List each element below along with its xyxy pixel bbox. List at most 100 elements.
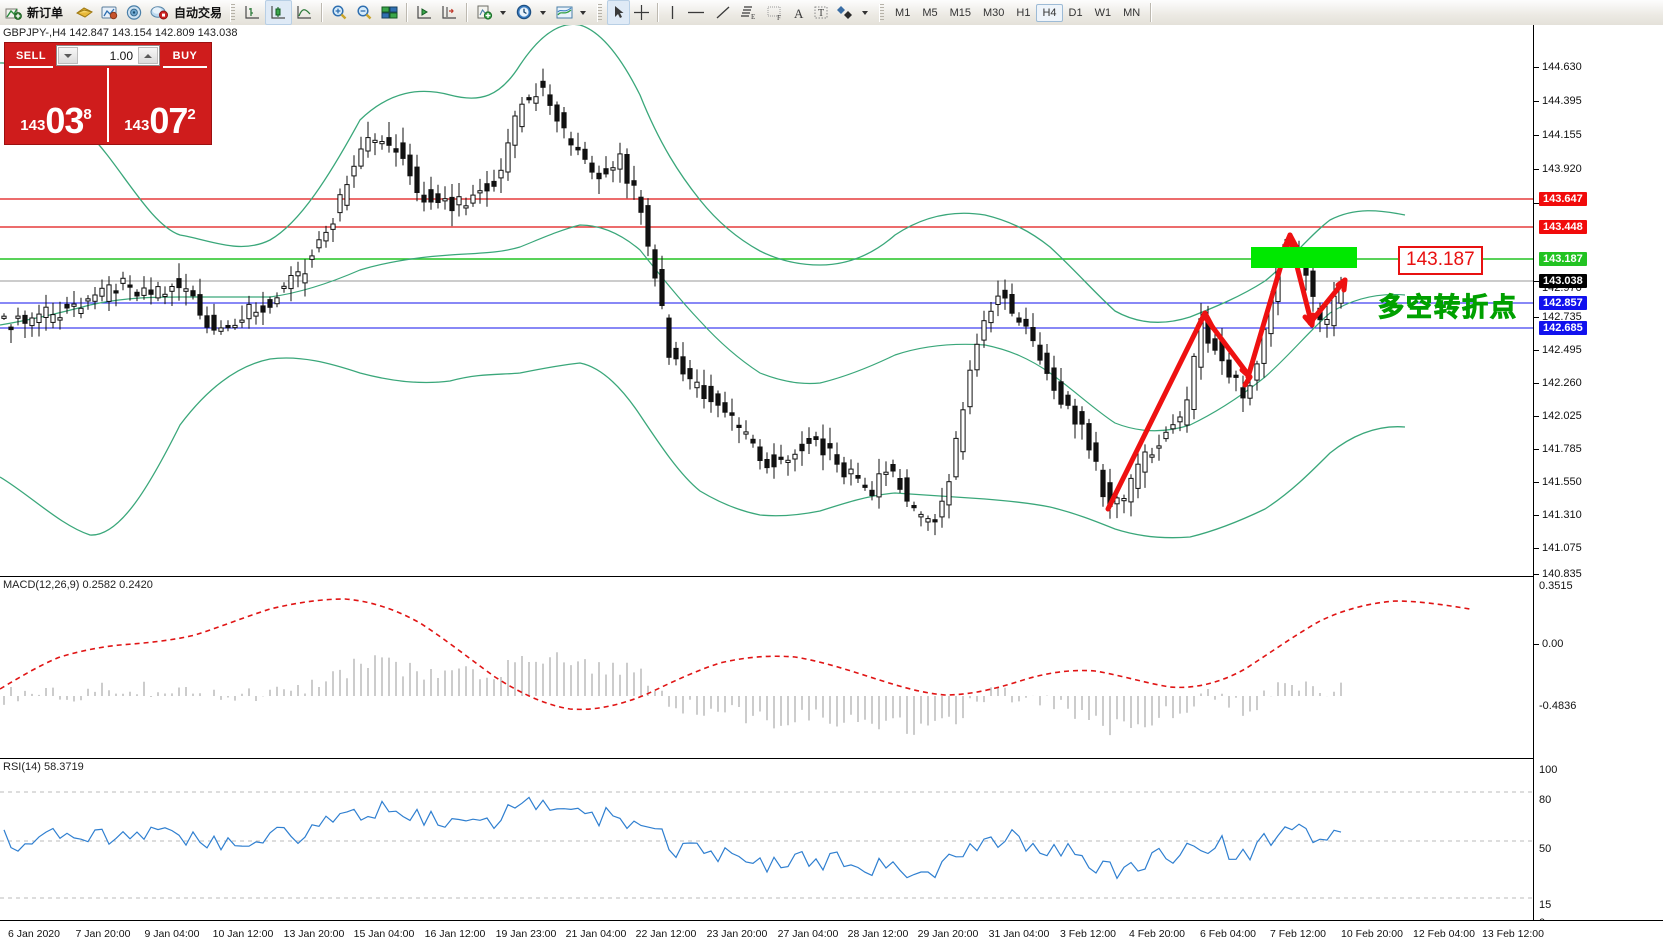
sell-price-display[interactable]: 143 03 8 [5, 68, 107, 142]
auto-trading-icon [150, 4, 169, 21]
new-order-button[interactable]: 新订单 [2, 1, 66, 24]
auto-trading-button[interactable]: 自动交易 [147, 1, 225, 24]
axis-tick [1534, 515, 1539, 516]
tile-windows-icon [380, 4, 399, 21]
timeframe-m15[interactable]: M15 [949, 6, 971, 19]
timeframe-h1[interactable]: H1 [1016, 6, 1031, 19]
text-label-button[interactable]: T [809, 1, 833, 24]
add-indicator-dropdown-icon[interactable] [500, 10, 507, 15]
axis-tag-support-1[interactable]: 142.857 [1539, 296, 1587, 310]
bar-chart-button[interactable] [240, 1, 265, 24]
svg-text:T: T [818, 8, 824, 19]
timeframe-m1[interactable]: M1 [895, 6, 911, 19]
text-label-icon: T [812, 4, 830, 21]
crosshair-button[interactable] [630, 1, 653, 24]
one-click-trading-panel[interactable]: SELL 1.00 BUY 143 03 8 143 07 2 [4, 42, 212, 145]
toolbar-grip-1[interactable] [230, 3, 236, 22]
volume-value[interactable]: 1.00 [79, 46, 137, 65]
axis-tag-resistance-2[interactable]: 143.448 [1539, 220, 1587, 234]
sell-price-fraction: 8 [83, 106, 92, 123]
expert-advisors-icon [75, 4, 94, 21]
volume-increase-button[interactable] [138, 47, 158, 64]
price-axis[interactable]: 144.630 144.395 144.155 143.920 143.685 … [1533, 25, 1663, 929]
time-axis[interactable]: 6 Jan 2020 7 Jan 20:00 9 Jan 04:00 10 Ja… [0, 920, 1663, 948]
tile-windows-button[interactable] [377, 1, 402, 24]
zoom-out-button[interactable] [352, 1, 377, 24]
sell-price-big-figure: 143 [20, 117, 46, 134]
axis-label-rsi: 100 [1539, 764, 1558, 776]
axis-tick [1534, 67, 1539, 68]
period-dropdown-icon[interactable] [540, 10, 547, 15]
rsi-pane[interactable]: RSI(14) 58.3719 [0, 758, 1533, 922]
svg-text:F: F [777, 14, 781, 21]
highlight-rectangle[interactable] [1251, 247, 1357, 268]
equidistant-channel-button[interactable]: F [762, 1, 788, 24]
axis-tick [1534, 416, 1539, 417]
shapes-dropdown-icon[interactable] [862, 10, 869, 15]
vertical-line-icon [666, 4, 679, 21]
axis-tag-current-price[interactable]: 143.038 [1539, 274, 1587, 288]
timeframe-h4[interactable]: H4 [1036, 3, 1063, 22]
timeframe-w1[interactable]: W1 [1094, 6, 1112, 19]
axis-tag-target[interactable]: 143.187 [1539, 252, 1587, 266]
buy-price-big-figure: 143 [124, 117, 150, 134]
fibonacci-icon: E [739, 4, 759, 21]
fibonacci-button[interactable]: E [736, 1, 762, 24]
chart-shift-button[interactable] [412, 1, 437, 24]
chart-area[interactable]: GBPJPY-,H4 142.847 143.154 142.809 143.0… [0, 25, 1663, 948]
timeframe-m5[interactable]: M5 [922, 6, 938, 19]
cursor-icon [611, 4, 626, 21]
toolbar-grip-3[interactable] [879, 3, 885, 22]
new-order-label: 新订单 [27, 6, 64, 20]
horizontal-line-button[interactable] [682, 1, 710, 24]
add-indicator-button[interactable] [472, 1, 512, 24]
time-label: 7 Feb 12:00 [1269, 928, 1327, 940]
time-label: 10 Feb 20:00 [1341, 928, 1403, 940]
templates-icon [555, 4, 574, 21]
text-button[interactable]: A [788, 1, 809, 24]
axis-tag-support-2[interactable]: 142.685 [1539, 321, 1587, 335]
candlestick-chart-button[interactable] [265, 0, 293, 25]
timeframe-m30[interactable]: M30 [983, 6, 1005, 19]
axis-tick [1534, 574, 1539, 575]
axis-label-macd: 0.3515 [1539, 580, 1573, 592]
line-chart-button[interactable] [292, 1, 317, 24]
shapes-button[interactable] [833, 1, 874, 24]
data-window-button[interactable] [97, 1, 122, 24]
volume-input[interactable]: 1.00 [56, 45, 160, 66]
trendline-button[interactable] [710, 1, 736, 24]
axis-tick [1534, 135, 1539, 136]
sell-button[interactable]: SELL [9, 45, 53, 68]
axis-tag-resistance-1[interactable]: 143.647 [1539, 192, 1587, 206]
price-pane[interactable]: GBPJPY-,H4 142.847 143.154 142.809 143.0… [0, 25, 1533, 577]
auto-scroll-button[interactable] [437, 1, 462, 24]
expert-advisors-button[interactable] [72, 1, 97, 24]
templates-dropdown-icon[interactable] [580, 10, 587, 15]
price-chart-svg [0, 25, 1533, 539]
zoom-in-button[interactable] [327, 1, 352, 24]
period-button[interactable] [512, 1, 552, 24]
templates-button[interactable] [552, 1, 592, 24]
toolbar-grip-2[interactable] [597, 3, 603, 22]
navigator-button[interactable] [122, 1, 147, 24]
macd-pane[interactable]: MACD(12,26,9) 0.2582 0.2420 [0, 576, 1533, 760]
axis-label-price: 140.835 [1542, 568, 1582, 580]
trendline-icon [713, 4, 733, 21]
chevron-down-icon [64, 53, 72, 58]
timeframe-mn[interactable]: MN [1123, 6, 1141, 19]
time-label: 7 Jan 20:00 [75, 928, 131, 940]
buy-price-display[interactable]: 143 07 2 [107, 68, 211, 142]
chinese-annotation-text[interactable]: 多空转折点 [1377, 293, 1519, 324]
vertical-line-button[interactable] [663, 1, 682, 24]
axis-label-price: 144.395 [1542, 95, 1582, 107]
trade-panel-top-row: SELL 1.00 BUY [5, 43, 211, 68]
time-label: 28 Jan 12:00 [847, 928, 909, 940]
buy-button[interactable]: BUY [163, 45, 207, 68]
cursor-button[interactable] [607, 0, 631, 25]
volume-decrease-button[interactable] [58, 47, 78, 64]
timeframe-d1[interactable]: D1 [1068, 6, 1083, 19]
price-annotation-box[interactable]: 143.187 [1398, 246, 1483, 275]
bar-chart-icon [243, 4, 262, 21]
line-chart-icon [295, 4, 314, 21]
time-label: 16 Jan 12:00 [424, 928, 486, 940]
